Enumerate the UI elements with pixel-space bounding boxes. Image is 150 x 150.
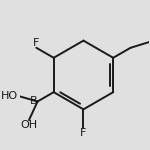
Text: OH: OH [20,120,38,130]
Text: B: B [30,96,38,106]
Text: F: F [33,38,39,48]
Text: F: F [80,128,87,138]
Text: HO: HO [0,91,18,101]
